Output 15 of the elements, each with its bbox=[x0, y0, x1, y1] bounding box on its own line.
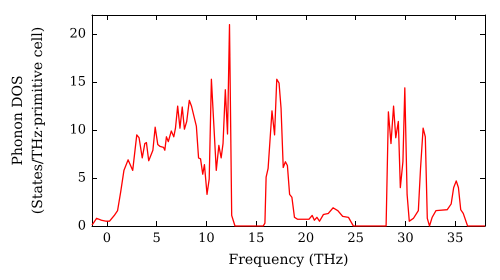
x-tick-label: 30 bbox=[397, 231, 414, 246]
x-tick-label: 20 bbox=[298, 231, 314, 246]
y-tick-label: 15 bbox=[69, 74, 86, 90]
y-axis-title: Phonon DOS (States/THz·primitive cell) bbox=[10, 26, 46, 214]
x-tick-label: 0 bbox=[102, 231, 112, 246]
x-tick-label: 35 bbox=[446, 231, 464, 246]
y-tick-label: 0 bbox=[78, 218, 86, 234]
x-tick-label: 5 bbox=[152, 231, 161, 246]
y-tick-label: 10 bbox=[69, 122, 86, 138]
y-tick-label: 5 bbox=[78, 170, 86, 186]
x-tick-label: 10 bbox=[198, 231, 215, 246]
x-axis-title: Frequency (THz) bbox=[228, 252, 349, 268]
y-tick-label: 20 bbox=[69, 26, 86, 42]
x-tick-label: 15 bbox=[248, 231, 264, 246]
x-tick-label: 25 bbox=[347, 231, 364, 246]
